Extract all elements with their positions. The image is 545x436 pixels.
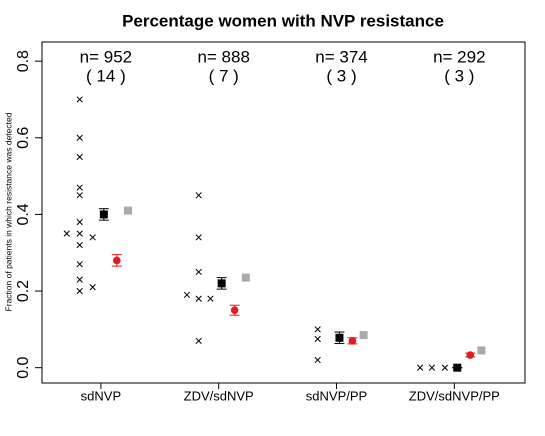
y-axis-label: Fraction of patients in which resistance…: [3, 112, 13, 311]
y-tick-label: 0.0: [15, 356, 32, 378]
y-tick-label: 0.4: [15, 203, 32, 225]
annotation: ( 14 ): [86, 66, 126, 85]
cross-point: [76, 261, 83, 268]
circle-point: [348, 337, 357, 345]
cross-point: [195, 192, 202, 199]
annotation: n= 952: [80, 47, 132, 66]
cross-point: [195, 268, 202, 276]
square-point: [217, 279, 226, 288]
square-point: [477, 346, 486, 355]
x-tick-label: ZDV/sdNVP: [184, 388, 254, 403]
cross-point: [76, 134, 83, 141]
cross-point: [89, 284, 96, 291]
cross-point: [63, 230, 70, 237]
cross-point: [76, 192, 83, 199]
y-tick-label: 0.2: [15, 280, 32, 302]
cross-point: [76, 153, 83, 161]
cross-point: [195, 234, 202, 241]
annotation: ( 7 ): [209, 66, 239, 85]
annotation: n= 888: [197, 47, 249, 66]
annotation: n= 374: [315, 47, 367, 66]
plot-frame: [41, 41, 526, 384]
cross-point: [76, 241, 83, 249]
circle-point: [230, 306, 239, 315]
y-tick-label: 0.8: [15, 50, 32, 72]
cross-point: [76, 218, 83, 226]
cross-point: [76, 276, 83, 283]
cross-point: [207, 295, 214, 302]
chart-title: Percentage women with NVP resistance: [122, 11, 444, 30]
cross-point: [314, 326, 321, 333]
circle-point: [466, 351, 475, 359]
square-point: [123, 206, 132, 215]
cross-point: [89, 234, 96, 241]
cross-point: [428, 364, 436, 371]
square-point: [453, 363, 462, 372]
cross-point: [314, 335, 321, 343]
x-tick-label: sdNVP/PP: [306, 388, 367, 403]
cross-point: [195, 337, 202, 345]
square-point: [241, 273, 250, 282]
square-point: [359, 331, 368, 340]
cross-point: [441, 364, 449, 371]
cross-point: [76, 230, 83, 237]
annotation: ( 3 ): [326, 66, 356, 85]
cross-point: [314, 356, 321, 364]
annotation: n= 292: [433, 47, 485, 66]
x-tick-label: sdNVP: [81, 388, 121, 403]
cross-point: [76, 287, 83, 295]
square-point: [335, 333, 344, 342]
cross-point: [417, 364, 424, 371]
cross-point: [76, 184, 83, 191]
annotation: ( 3 ): [444, 66, 474, 85]
y-tick-label: 0.6: [15, 127, 32, 149]
cross-point: [76, 96, 83, 103]
square-point: [99, 210, 108, 219]
cross-point: [183, 291, 191, 299]
circle-point: [113, 256, 121, 265]
cross-point: [195, 295, 202, 302]
x-tick-label: ZDV/sdNVP/PP: [409, 388, 500, 403]
